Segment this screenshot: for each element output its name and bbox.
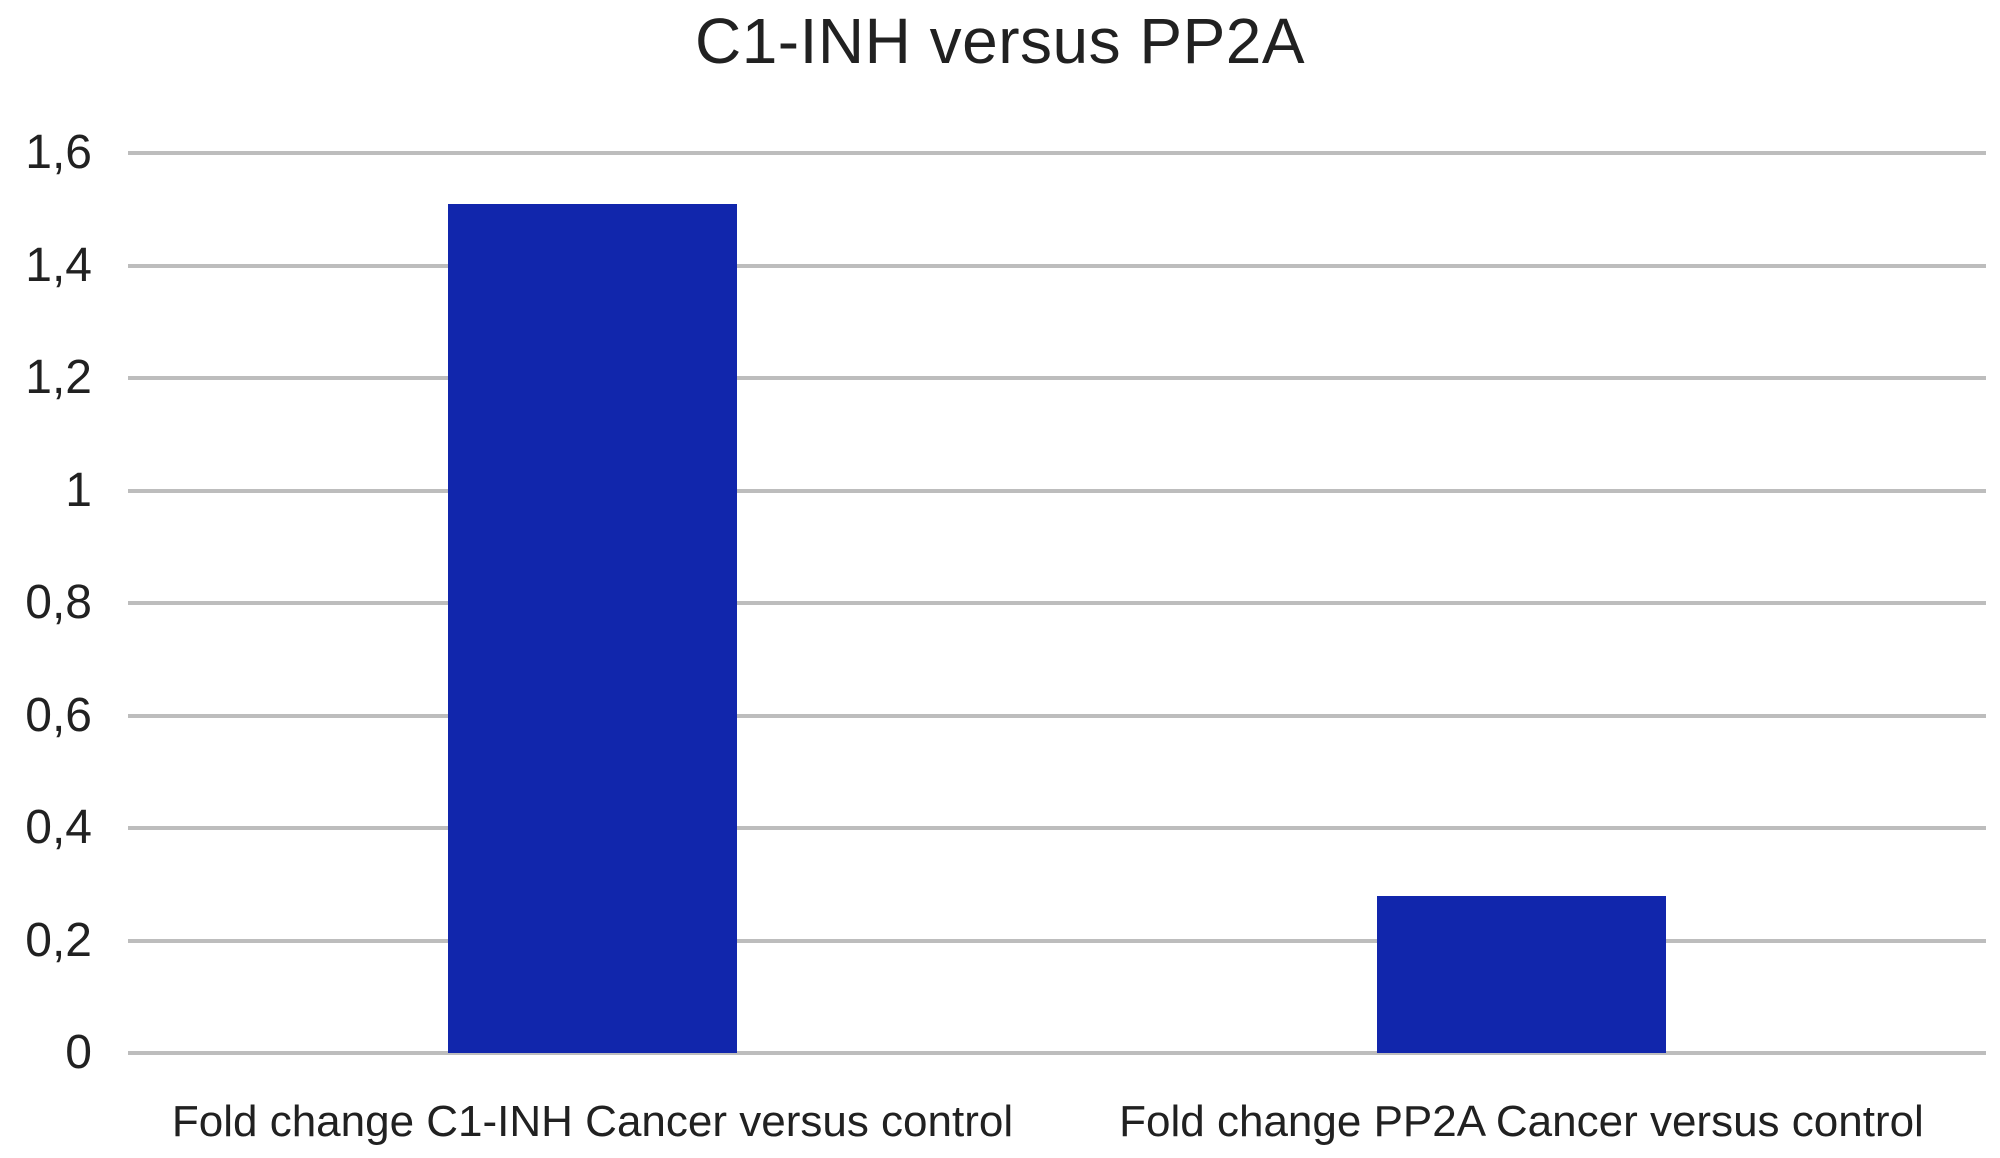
y-tick-label: 0,4 (25, 801, 92, 854)
gridline (128, 601, 1986, 605)
gridline (128, 488, 1986, 493)
y-tick-label: 0,2 (25, 913, 92, 967)
gridline (128, 826, 1986, 830)
y-tick-label: 1 (65, 463, 92, 517)
gridline (128, 376, 1986, 380)
x-category-label: Fold change C1-INH Cancer versus control (171, 1097, 1014, 1146)
gridline (128, 263, 1986, 268)
y-tick-label: 0 (65, 1026, 92, 1079)
chart-title: C1-INH versus PP2A (694, 5, 1306, 77)
y-tick-label: 0,8 (25, 576, 92, 629)
gridline (128, 151, 1986, 155)
plot-area (128, 151, 1986, 1055)
x-axis: Fold change C1-INH Cancer versus control… (128, 1095, 1986, 1155)
y-tick-label: 0,6 (25, 688, 92, 742)
y-tick-label: 1,2 (25, 351, 92, 404)
bar-2 (1377, 895, 1666, 1053)
bar-1 (448, 203, 737, 1053)
gridline (128, 713, 1986, 718)
gridline (128, 938, 1986, 943)
y-tick-label: 1,6 (25, 126, 92, 179)
gridline (128, 1051, 1986, 1055)
x-category-label: Fold change PP2A Cancer versus control (1119, 1097, 1924, 1146)
y-tick-label: 1,4 (25, 238, 92, 292)
y-axis: 0 0,2 0,4 0,6 0,8 1 1,2 1,4 1,6 (0, 126, 92, 1079)
